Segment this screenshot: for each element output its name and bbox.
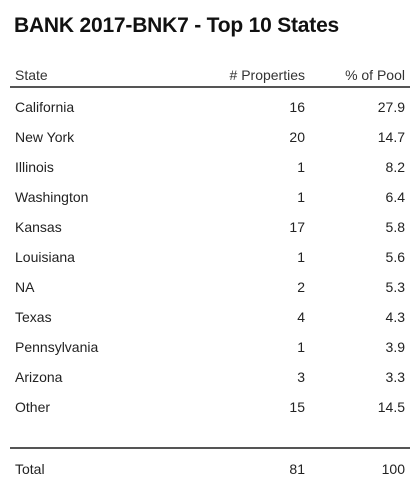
table-row: Louisiana 1 5.6: [10, 242, 410, 272]
state-name: Kansas: [15, 219, 62, 235]
table-row: California 16 27.9: [10, 92, 410, 122]
table-row: New York 20 14.7: [10, 122, 410, 152]
table-row: NA 2 5.3: [10, 272, 410, 302]
state-name: New York: [15, 129, 75, 145]
page-title: BANK 2017-BNK7 - Top 10 States: [14, 14, 340, 37]
property-count: 1: [297, 339, 305, 355]
state-name: Louisiana: [15, 249, 75, 265]
state-name: Texas: [15, 309, 52, 325]
property-count: 4: [297, 309, 305, 325]
pool-percent: 6.4: [385, 189, 405, 205]
state-name: Arizona: [15, 369, 63, 385]
property-count: 1: [297, 159, 305, 175]
table-body: California 16 27.9 New York 20 14.7 Illi…: [10, 88, 410, 422]
pool-percent: 27.9: [377, 99, 405, 115]
table-row: Pennsylvania 1 3.9: [10, 332, 410, 362]
table-row: Arizona 3 3.3: [10, 362, 410, 392]
property-count: 16: [289, 99, 305, 115]
state-name: Other: [15, 399, 51, 415]
header-state: State: [15, 67, 48, 83]
table-row: Illinois 1 8.2: [10, 152, 410, 182]
header-pool: % of Pool: [345, 67, 405, 83]
total-properties: 81: [289, 461, 305, 477]
pool-percent: 5.3: [385, 279, 405, 295]
state-name: California: [15, 99, 75, 115]
property-count: 15: [289, 399, 305, 415]
property-count: 1: [297, 189, 305, 205]
pool-percent: 8.2: [385, 159, 405, 175]
state-name: NA: [15, 279, 35, 295]
states-table: State # Properties % of Pool California …: [10, 64, 410, 484]
pool-percent: 5.8: [385, 219, 405, 235]
pool-percent: 14.7: [377, 129, 405, 145]
pool-percent: 4.3: [385, 309, 405, 325]
pool-percent: 3.3: [385, 369, 405, 385]
property-count: 2: [297, 279, 305, 295]
total-label: Total: [15, 461, 45, 477]
table-row: Washington 1 6.4: [10, 182, 410, 212]
property-count: 17: [289, 219, 305, 235]
state-name: Illinois: [15, 159, 54, 175]
property-count: 1: [297, 249, 305, 265]
pool-percent: 14.5: [377, 399, 405, 415]
table-header: State # Properties % of Pool: [10, 64, 410, 88]
total-pool: 100: [381, 461, 405, 477]
pool-percent: 3.9: [385, 339, 405, 355]
total-row: Total 81 100: [10, 454, 410, 484]
pool-percent: 5.6: [385, 249, 405, 265]
table-row: Texas 4 4.3: [10, 302, 410, 332]
property-count: 3: [297, 369, 305, 385]
total-divider: [10, 422, 410, 449]
state-name: Pennsylvania: [15, 339, 99, 355]
table-row: Kansas 17 5.8: [10, 212, 410, 242]
property-count: 20: [289, 129, 305, 145]
table-row: Other 15 14.5: [10, 392, 410, 422]
header-properties: # Properties: [229, 67, 305, 83]
state-name: Washington: [15, 189, 89, 205]
